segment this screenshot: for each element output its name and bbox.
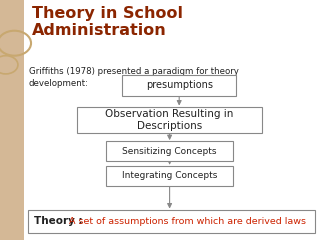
Bar <box>0 0 24 240</box>
Text: Griffiths (1978) presented a paradigm for theory
development:: Griffiths (1978) presented a paradigm fo… <box>29 67 239 88</box>
FancyBboxPatch shape <box>106 166 233 186</box>
Text: presumptions: presumptions <box>146 80 213 90</box>
Text: Theory in School
Administration: Theory in School Administration <box>32 6 183 38</box>
FancyBboxPatch shape <box>28 210 315 233</box>
FancyBboxPatch shape <box>106 141 233 161</box>
FancyBboxPatch shape <box>122 75 236 96</box>
FancyBboxPatch shape <box>77 107 262 133</box>
Text: Sensitizing Concepts: Sensitizing Concepts <box>122 147 217 156</box>
Text: Integrating Concepts: Integrating Concepts <box>122 171 217 180</box>
Text: Observation Resulting in
Descriptions: Observation Resulting in Descriptions <box>105 109 234 131</box>
Text: A set of assumptions from which are derived laws: A set of assumptions from which are deri… <box>69 217 306 226</box>
Text: Theory :: Theory : <box>34 216 86 226</box>
